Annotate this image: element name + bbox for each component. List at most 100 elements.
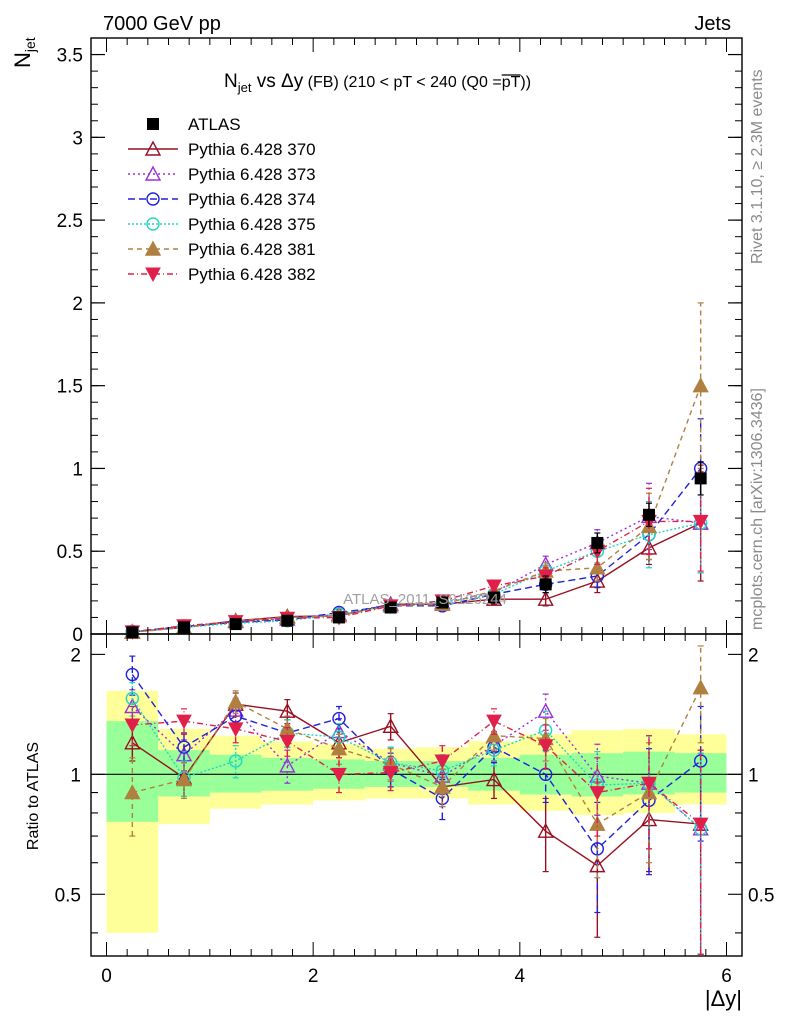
data-point — [124, 734, 141, 750]
data-point — [144, 240, 162, 256]
series-line-p370 — [132, 522, 701, 633]
ratio-y-tick-label: 0.5 — [55, 885, 81, 906]
ratio-y-tick-label: 2 — [70, 645, 81, 666]
ratio-ylabel: Ratio to ATLAS — [25, 742, 42, 850]
series-p382 — [124, 705, 709, 955]
data-point — [537, 590, 554, 606]
data-point — [330, 723, 348, 739]
legend-entry-p370: Pythia 6.428 370 — [128, 140, 316, 159]
data-point — [279, 757, 296, 773]
y-tick-label: 1.5 — [57, 377, 83, 398]
legend-label: Pythia 6.428 373 — [188, 165, 316, 184]
y-tick-label: 1 — [72, 459, 83, 480]
x-axis-label: |Δy| — [705, 986, 742, 1011]
series-atlas — [126, 461, 707, 639]
x-tick-label: 6 — [721, 966, 732, 987]
data-point — [539, 578, 552, 591]
data-point — [434, 778, 451, 794]
series-line-p382 — [132, 520, 701, 633]
main-ylabel: Njet — [10, 37, 38, 68]
data-point — [146, 192, 160, 206]
header-left: 7000 GeV pp — [103, 13, 221, 35]
data-point — [333, 611, 345, 624]
data-point — [279, 734, 296, 750]
x-tick-label: 2 — [308, 966, 319, 987]
data-point — [382, 717, 399, 733]
side-label-rivet: Rivet 3.1.10, ≥ 2.3M events — [749, 69, 766, 264]
data-point — [229, 618, 242, 631]
data-point — [147, 118, 159, 130]
series-line-p373 — [132, 515, 701, 633]
data-point — [537, 739, 554, 754]
legend: ATLAS Pythia 6.428 370 Pythia 6.428 373 Pyt… — [128, 115, 316, 284]
data-point — [125, 691, 140, 706]
legend-entry-p374: Pythia 6.428 374 — [128, 190, 316, 209]
data-point — [145, 267, 161, 283]
ratio-y-tick-label: 0.5 — [748, 885, 774, 906]
ratio-y-tick-label: 1 — [70, 765, 81, 786]
ratio-panel: 0 2 4 6 0.5 0.5 1 1 2 2 — [55, 633, 774, 987]
series-line-p375 — [132, 522, 701, 633]
data-point — [178, 621, 190, 634]
title-close: )) — [520, 74, 531, 91]
data-point — [124, 718, 141, 734]
chart-title: Njet vs Δy (FB) (210 < pT < 240 (Q0 =pT)… — [224, 71, 531, 95]
title-sub: jet — [237, 80, 252, 95]
data-point — [331, 767, 347, 783]
data-point — [485, 771, 503, 787]
data-point — [124, 784, 141, 800]
legend-entry-p382: Pythia 6.428 382 — [128, 265, 316, 284]
main-ylabel-main: N — [10, 52, 35, 68]
title-detail: (FB) (210 < pT < 240 (Q0 = — [303, 74, 501, 91]
series-p382 — [124, 471, 709, 640]
legend-entry-p373: Pythia 6.428 373 — [128, 165, 316, 184]
data-point — [589, 857, 606, 873]
data-point — [281, 614, 294, 627]
y-tick-label: 0.5 — [57, 542, 83, 563]
legend-entry-atlas: ATLAS — [147, 115, 241, 134]
legend-entry-p381: Pythia 6.428 381 — [128, 240, 316, 259]
data-point — [279, 702, 296, 718]
series-line-p370 — [131, 703, 701, 867]
data-point — [176, 714, 192, 730]
side-label-mcplots: mcplots.cern.ch [arXiv:1306.3436] — [749, 388, 766, 630]
series-p381 — [124, 302, 709, 640]
legend-label: Pythia 6.428 382 — [188, 265, 316, 284]
x-tick-label: 4 — [515, 966, 526, 987]
y-tick-label: 3.5 — [57, 46, 83, 67]
data-point — [486, 714, 502, 730]
data-point — [146, 217, 160, 231]
title-over: pT — [502, 74, 521, 91]
title-prefix: N — [224, 71, 238, 92]
series-line-p375 — [131, 698, 702, 830]
legend-label: Pythia 6.428 370 — [188, 140, 316, 159]
data-point — [330, 740, 348, 756]
data-point — [126, 626, 139, 639]
series-p375 — [125, 472, 708, 639]
x-tick-label: 0 — [101, 966, 112, 987]
data-point — [486, 579, 502, 595]
y-tick-label: 2 — [72, 294, 83, 315]
legend-label: ATLAS — [188, 115, 241, 134]
data-point — [641, 776, 657, 792]
y-tick-label: 3 — [72, 128, 83, 149]
data-point — [692, 679, 709, 695]
data-point — [591, 536, 604, 549]
data-point — [537, 822, 554, 838]
main-ylabel-sub: jet — [22, 37, 38, 53]
data-point — [382, 766, 399, 781]
data-point — [436, 596, 449, 609]
legend-entry-p375: Pythia 6.428 375 — [128, 215, 316, 234]
data-point — [589, 559, 606, 575]
legend-label: Pythia 6.428 374 — [188, 190, 316, 209]
series-p370 — [124, 464, 709, 639]
data-point — [125, 667, 140, 682]
y-tick-label: 2.5 — [57, 211, 83, 232]
series-line-p374 — [131, 674, 702, 850]
data-point — [589, 786, 606, 801]
series-line-p381 — [132, 687, 702, 826]
watermark: ATLAS_2011_S9126244 — [343, 591, 507, 608]
main-panel: 0 0.5 1 1.5 2 2.5 3 3.5 — [57, 37, 743, 646]
series-p375 — [125, 681, 708, 955]
data-point — [694, 472, 707, 485]
